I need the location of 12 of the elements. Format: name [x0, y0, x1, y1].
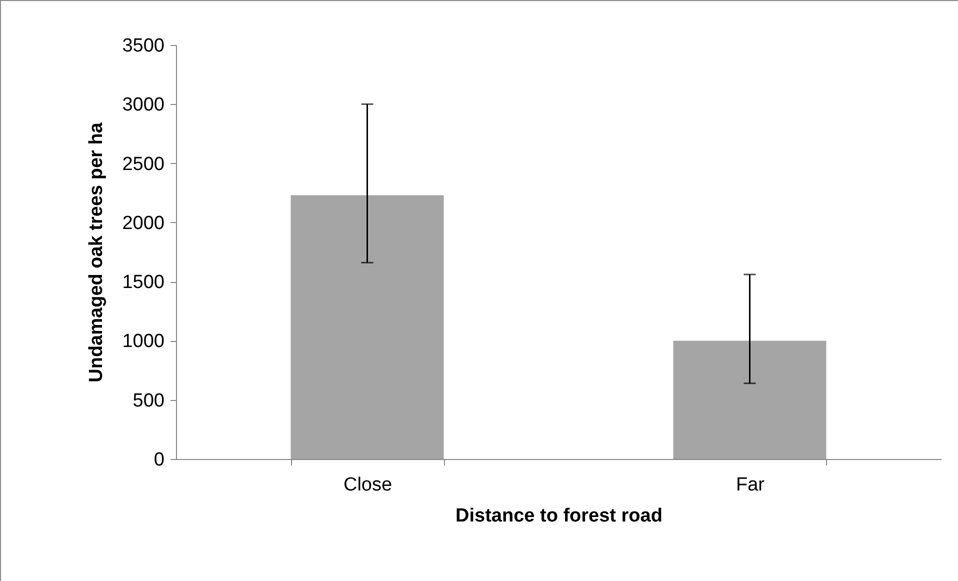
y-tick-label: 0: [154, 450, 164, 470]
y-tick-label: 1500: [122, 272, 164, 294]
x-tick-label: Far: [736, 474, 766, 496]
y-tick-label: 3000: [122, 94, 164, 116]
y-tick-label: 1000: [122, 331, 164, 352]
x-axis-title: Distance to forest road: [456, 506, 662, 526]
x-tick-label: Close: [343, 474, 392, 496]
y-tick-label: 2000: [122, 212, 164, 234]
y-axis-title: Undamaged oak trees per ha: [86, 122, 108, 382]
y-tick-label: 3500: [122, 36, 164, 56]
y-tick-label: 500: [132, 390, 164, 412]
y-tick-label: 2500: [122, 154, 164, 175]
